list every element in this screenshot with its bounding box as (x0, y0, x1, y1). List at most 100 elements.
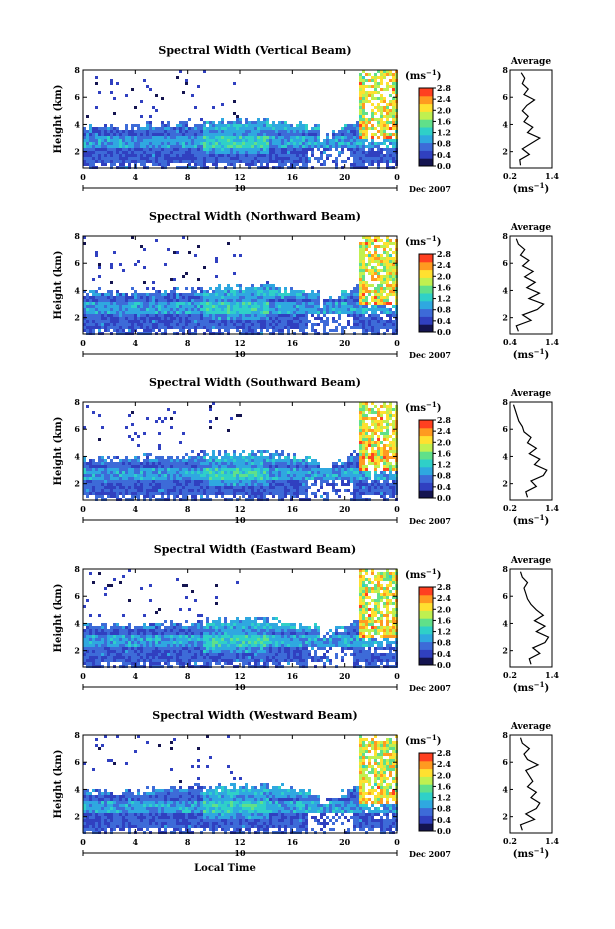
heatmap-cell (164, 489, 167, 492)
x-tick-label: 0 (394, 172, 400, 182)
heatmap-cell (224, 287, 227, 290)
heatmap-cell (365, 130, 368, 133)
heatmap-cell (377, 142, 380, 145)
heatmap-cell (182, 148, 185, 151)
heatmap-cell (323, 471, 326, 474)
heatmap-cell (149, 133, 152, 136)
heatmap-cell (332, 133, 335, 136)
heatmap-cell (119, 133, 122, 136)
heatmap-cell (260, 139, 263, 142)
heatmap-cell (143, 160, 146, 163)
heatmap-cell (389, 136, 392, 139)
heatmap-cell (92, 483, 95, 486)
heatmap-cell (107, 495, 110, 498)
heatmap-cell (248, 145, 251, 148)
heatmap-cell (266, 296, 269, 299)
heatmap-cell (194, 456, 197, 459)
heatmap-cell (236, 329, 239, 332)
heatmap-cell (110, 157, 113, 160)
heatmap-cell (137, 142, 140, 145)
heatmap-cell (293, 462, 296, 465)
heatmap-cell (239, 148, 242, 151)
heatmap-cell (332, 483, 335, 486)
heatmap-cell (239, 414, 242, 417)
heatmap-cell (212, 308, 215, 311)
heatmap-cell (86, 130, 89, 133)
heatmap-cell (383, 248, 386, 251)
heatmap-cell (158, 308, 161, 311)
heatmap-cell (194, 127, 197, 130)
heatmap-cell (380, 112, 383, 115)
heatmap-cell (374, 76, 377, 79)
heatmap-cell (266, 468, 269, 471)
heatmap-cell (242, 323, 245, 326)
heatmap-cell (308, 302, 311, 305)
heatmap-cell (389, 269, 392, 272)
heatmap-cell (197, 462, 200, 465)
heatmap-cell (377, 290, 380, 293)
heatmap-cell (311, 323, 314, 326)
heatmap-cell (203, 145, 206, 148)
heatmap-cell (386, 299, 389, 302)
heatmap-cell (365, 471, 368, 474)
heatmap-cell (239, 296, 242, 299)
heatmap-cell (224, 450, 227, 453)
heatmap-cell (284, 127, 287, 130)
heatmap-cell (197, 465, 200, 468)
colorbar-swatch (419, 119, 433, 128)
heatmap-cell (320, 157, 323, 160)
heatmap-cell (356, 145, 359, 148)
heatmap-cell (200, 474, 203, 477)
heatmap-cell (197, 326, 200, 329)
heatmap-cell (206, 480, 209, 483)
y-tick-label: 8 (74, 65, 80, 75)
heatmap-cell (134, 124, 137, 127)
heatmap-cell (98, 489, 101, 492)
heatmap-cell (113, 462, 116, 465)
heatmap-cell (101, 151, 104, 154)
heatmap-cell (365, 85, 368, 88)
heatmap-cell (329, 329, 332, 332)
heatmap-cell (365, 441, 368, 444)
heatmap-cell (140, 157, 143, 160)
heatmap-cell (98, 462, 101, 465)
heatmap-cell (368, 242, 371, 245)
heatmap-cell (98, 142, 101, 145)
heatmap-cell (143, 139, 146, 142)
heatmap-cell (308, 142, 311, 145)
heatmap-cell (140, 474, 143, 477)
heatmap-cell (197, 163, 200, 166)
heatmap-cell (152, 160, 155, 163)
heatmap-cell (206, 471, 209, 474)
heatmap-cell (251, 480, 254, 483)
heatmap-cell (140, 133, 143, 136)
heatmap-cell (248, 465, 251, 468)
heatmap-cell (392, 492, 395, 495)
heatmap-cell (389, 495, 392, 498)
heatmap-cell (137, 468, 140, 471)
heatmap-cell (251, 145, 254, 148)
colorbar-tick-label: 1.6 (437, 116, 451, 126)
heatmap-cell (134, 160, 137, 163)
heatmap-cell (287, 465, 290, 468)
heatmap-cell (161, 492, 164, 495)
heatmap-cell (275, 142, 278, 145)
heatmap-cell (320, 311, 323, 314)
heatmap-cell (113, 127, 116, 130)
heatmap-cell (350, 314, 353, 317)
heatmap-cell (131, 151, 134, 154)
heatmap-cell (239, 320, 242, 323)
heatmap-cell (374, 145, 377, 148)
heatmap-cell (269, 133, 272, 136)
heatmap-cell (362, 272, 365, 275)
heatmap-cell (245, 308, 248, 311)
heatmap-cell (155, 462, 158, 465)
heatmap-cell (389, 266, 392, 269)
heatmap-cell (224, 323, 227, 326)
heatmap-cell (239, 489, 242, 492)
heatmap-cell (350, 290, 353, 293)
heatmap-cell (182, 329, 185, 332)
heatmap-cell (233, 290, 236, 293)
heatmap-cell (284, 133, 287, 136)
heatmap-cell (245, 492, 248, 495)
